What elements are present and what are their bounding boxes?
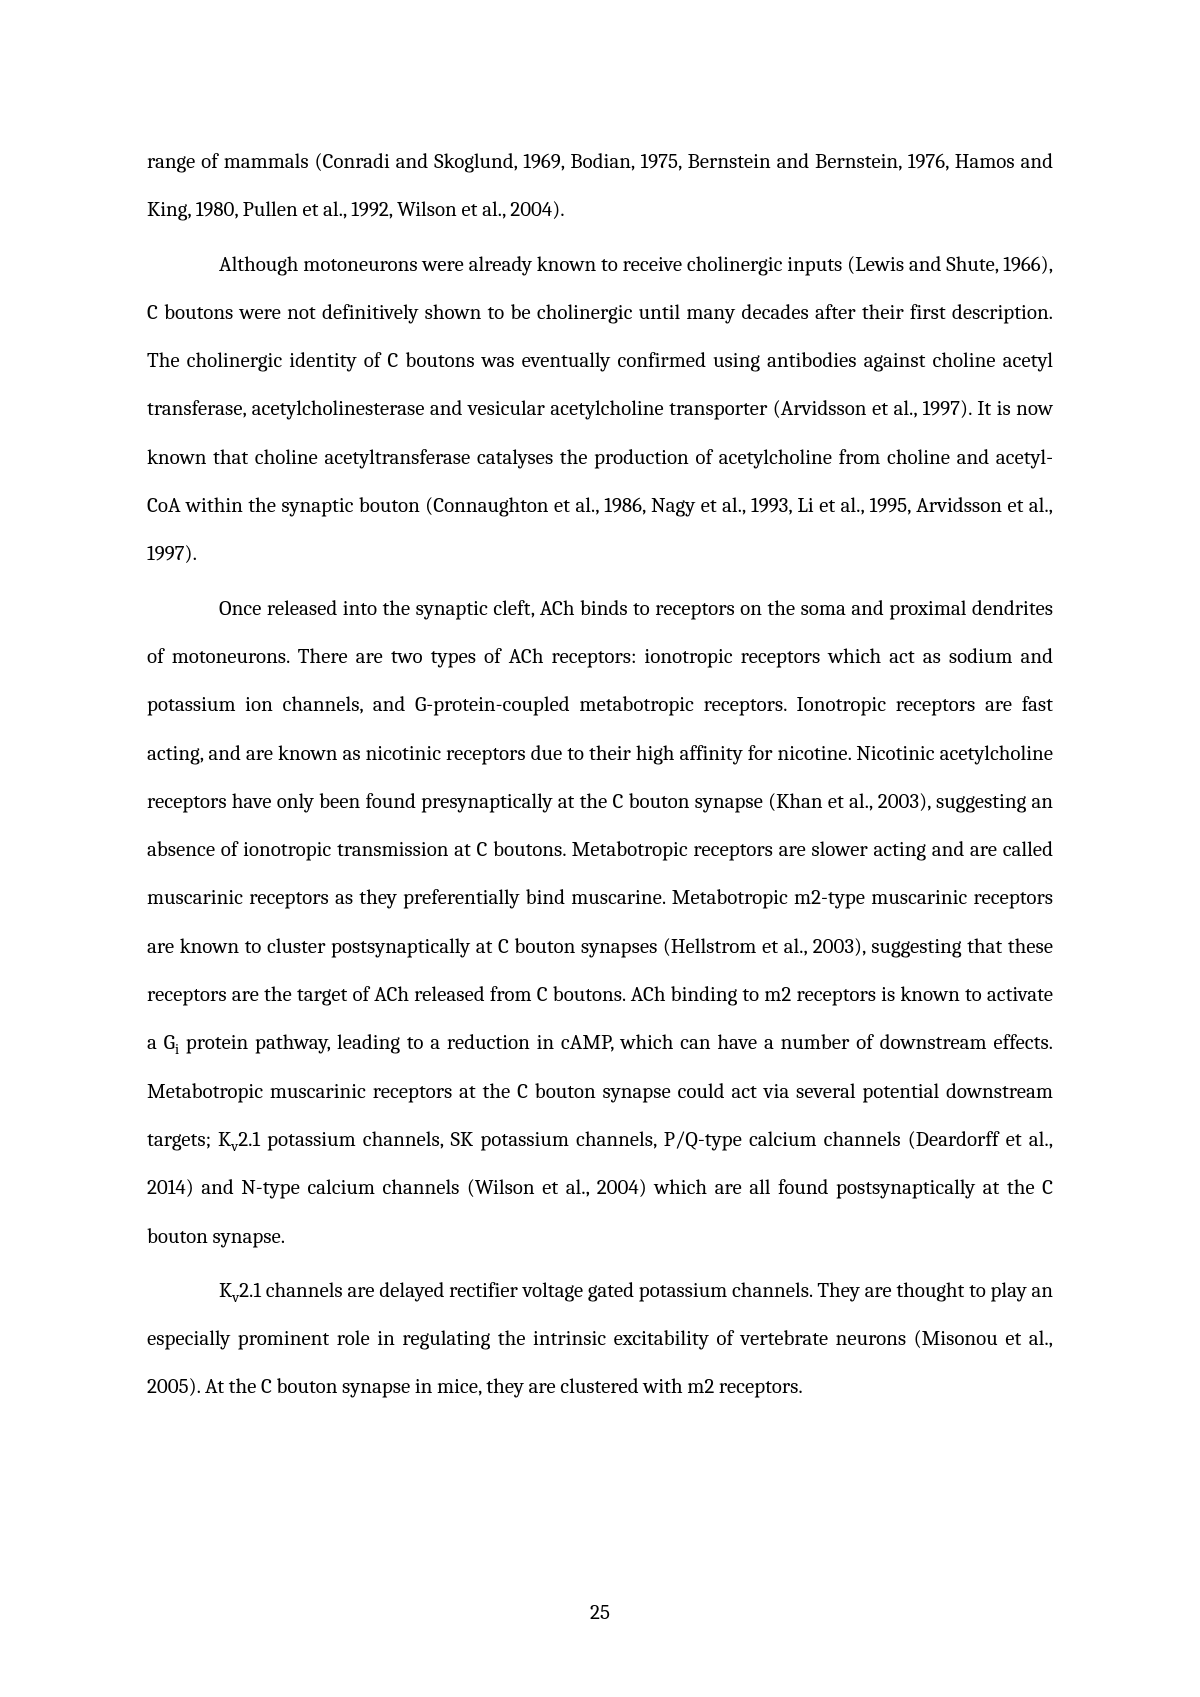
body-text: range of mammals (Conradi and Skoglund, … — [147, 150, 1053, 222]
body-text: Once released into the synaptic cleft, A… — [147, 597, 1053, 1056]
paragraph: Once released into the synaptic cleft, A… — [147, 585, 1053, 1261]
page-number: 25 — [0, 1601, 1200, 1625]
body-text: 2.1 potassium channels, SK potassium cha… — [147, 1128, 1053, 1249]
paragraph: Kv2.1 channels are delayed rectifier vol… — [147, 1267, 1053, 1412]
page-container: range of mammals (Conradi and Skoglund, … — [0, 0, 1200, 1697]
paragraph: Although motoneurons were already known … — [147, 241, 1053, 579]
body-text: K — [219, 1279, 232, 1303]
paragraph-continuation: range of mammals (Conradi and Skoglund, … — [147, 138, 1053, 235]
body-text: Although motoneurons were already known … — [147, 253, 1053, 567]
body-text: 2.1 channels are delayed rectifier volta… — [147, 1279, 1053, 1400]
